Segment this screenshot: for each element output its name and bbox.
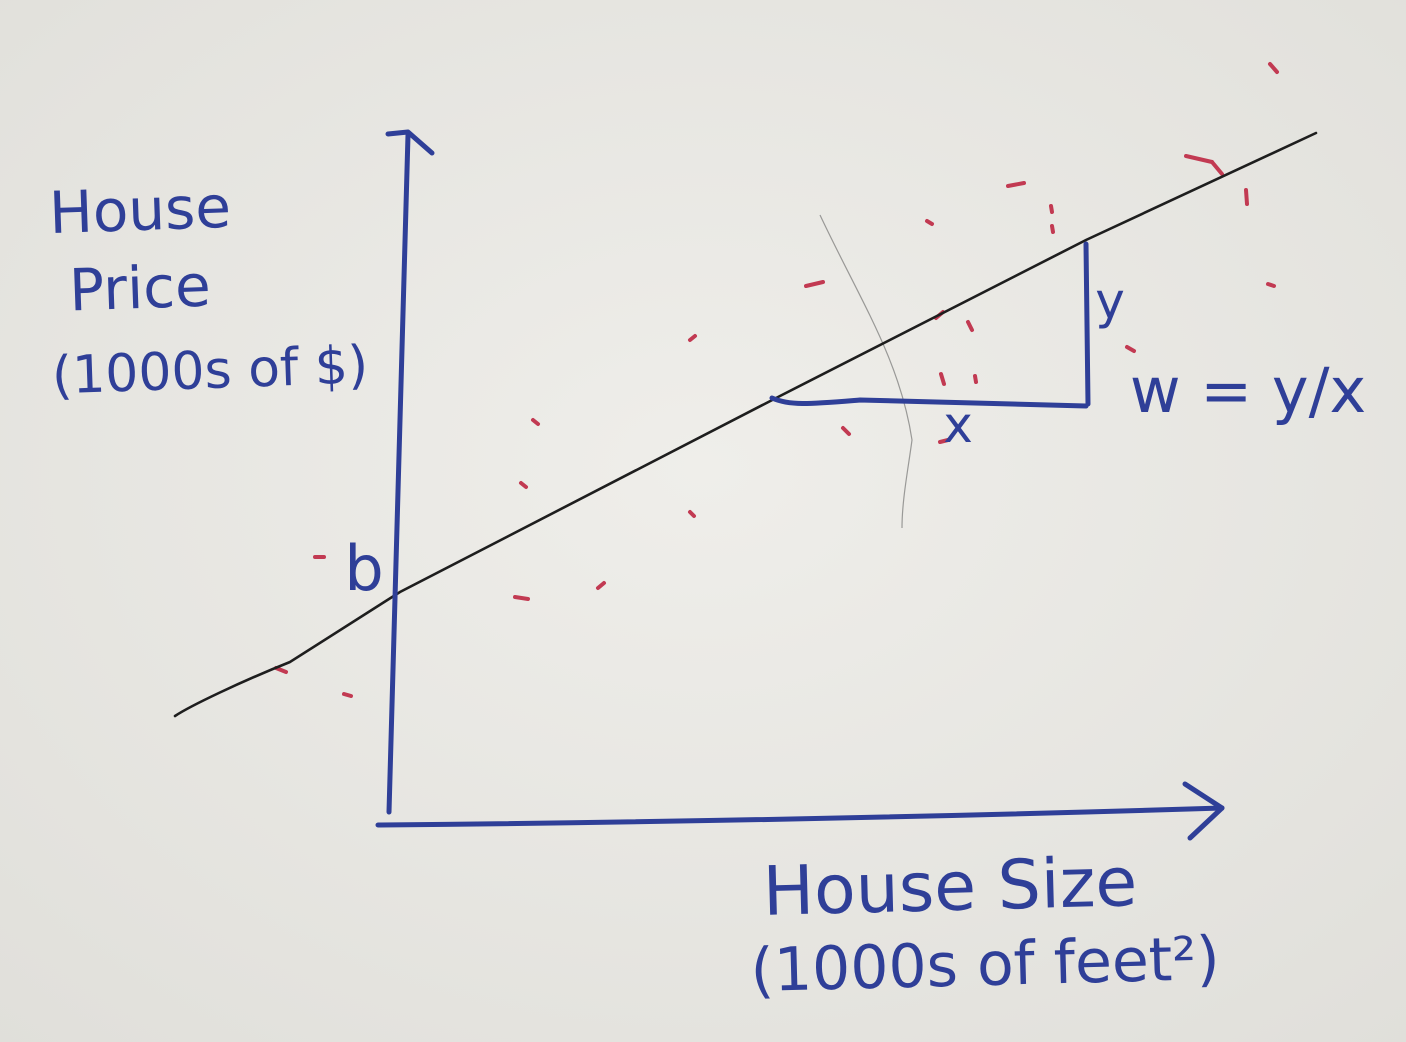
- data-point: [1266, 282, 1276, 288]
- y-axis-label-line-3: (1000s of $): [51, 335, 369, 406]
- data-point: [531, 418, 540, 426]
- data-point: [973, 374, 978, 384]
- data-point: [1006, 181, 1026, 188]
- data-point: [1268, 62, 1279, 74]
- y-axis-label-line-1: House: [48, 173, 232, 247]
- data-point: [1210, 160, 1224, 176]
- run-label: x: [943, 396, 973, 454]
- data-point: [688, 334, 697, 342]
- pencil-stray-mark: [819, 214, 913, 529]
- data-point: [596, 581, 606, 590]
- data-point: [1049, 204, 1054, 214]
- x-axis-label-line-2: (1000s of feet²): [750, 924, 1221, 1006]
- data-point: [688, 510, 696, 518]
- intercept-label: b: [344, 532, 383, 605]
- x-axis-label-line-1: House Size: [762, 843, 1138, 932]
- y-axis-label-line-2: Price: [68, 252, 212, 325]
- data-point: [841, 426, 851, 436]
- data-point: [1184, 154, 1214, 164]
- y-axis: [386, 132, 411, 815]
- y-axis-arrowhead: [385, 129, 435, 156]
- data-point: [939, 372, 946, 386]
- x-axis: [375, 805, 1225, 828]
- data-point: [804, 280, 825, 288]
- data-point: [1050, 224, 1055, 234]
- axes: [375, 129, 1225, 841]
- rise-segment: [1083, 241, 1091, 407]
- rise-label: y: [1095, 272, 1125, 330]
- data-point: [513, 595, 530, 601]
- slope-triangle: [769, 241, 1091, 409]
- slope-formula: w = y/x: [1130, 354, 1366, 427]
- data-point: [1125, 345, 1136, 353]
- data-point: [519, 481, 528, 489]
- run-segment: [769, 395, 1089, 409]
- data-point: [274, 666, 288, 674]
- data-point: [1244, 188, 1249, 206]
- x-axis-arrowhead: [1182, 781, 1225, 841]
- data-point: [966, 320, 974, 332]
- data-points: [274, 62, 1279, 698]
- regression-line: [173, 131, 1318, 718]
- data-point: [925, 219, 934, 226]
- data-point: [938, 438, 950, 444]
- data-point: [342, 692, 353, 698]
